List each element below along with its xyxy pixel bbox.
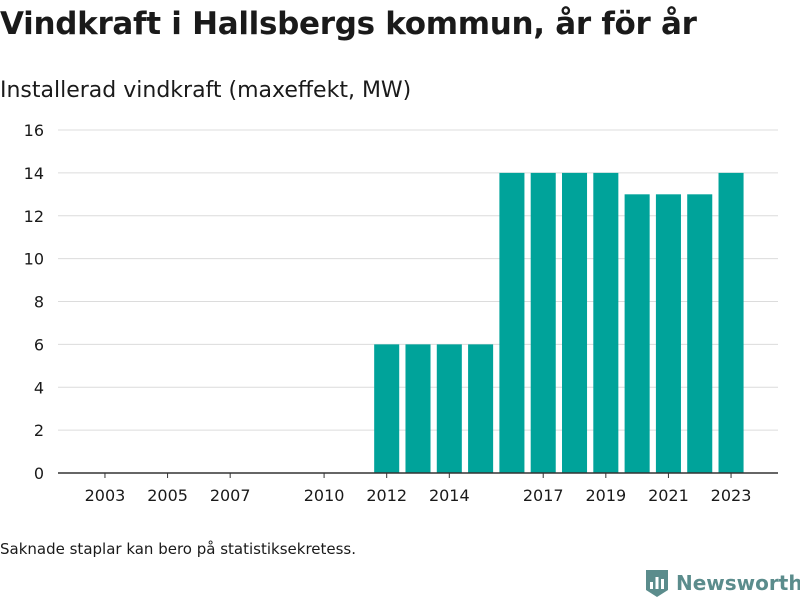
y-tick-label: 2 — [34, 421, 44, 440]
bar — [405, 344, 431, 473]
x-tick-label: 2023 — [711, 486, 752, 505]
brand-logo: Newsworthy — [644, 568, 800, 598]
x-tick-label: 2007 — [210, 486, 251, 505]
x-tick-label: 2017 — [523, 486, 564, 505]
x-tick-label: 2014 — [429, 486, 470, 505]
bar — [530, 172, 556, 473]
bar — [593, 172, 619, 473]
bars — [374, 172, 744, 473]
footnote: Saknade staplar kan bero på statistiksek… — [0, 540, 357, 558]
brand-name: Newsworthy — [676, 571, 800, 595]
bar — [468, 344, 494, 473]
y-tick-label: 10 — [24, 250, 44, 269]
bar — [655, 194, 681, 473]
x-tick-label: 2003 — [85, 486, 126, 505]
bar — [624, 194, 650, 473]
x-tick-label: 2021 — [648, 486, 689, 505]
y-tick-label: 6 — [34, 335, 44, 354]
y-tick-label: 0 — [34, 464, 44, 483]
chart-title: Vindkraft i Hallsbergs kommun, år för år — [0, 6, 697, 42]
bar — [374, 344, 400, 473]
bar — [687, 194, 713, 473]
x-tick-label: 2005 — [147, 486, 188, 505]
chart-subtitle: Installerad vindkraft (maxeffekt, MW) — [0, 78, 412, 103]
x-tick-label: 2019 — [585, 486, 626, 505]
bar — [718, 172, 744, 473]
axes: 0 2 4 6 8 10 12 14 16 2003 2005 2007 2010 2012 2014 201… — [24, 121, 778, 505]
x-tick-label: 2012 — [366, 486, 407, 505]
bar — [562, 172, 588, 473]
bar — [436, 344, 462, 473]
y-tick-label: 12 — [24, 207, 44, 226]
y-tick-label: 4 — [34, 378, 44, 397]
y-tick-label: 14 — [24, 164, 44, 183]
y-tick-label: 8 — [34, 293, 44, 312]
bar — [499, 172, 525, 473]
y-tick-label: 16 — [24, 121, 44, 140]
x-tick-label: 2010 — [304, 486, 345, 505]
newsworthy-logo-icon — [646, 570, 668, 597]
